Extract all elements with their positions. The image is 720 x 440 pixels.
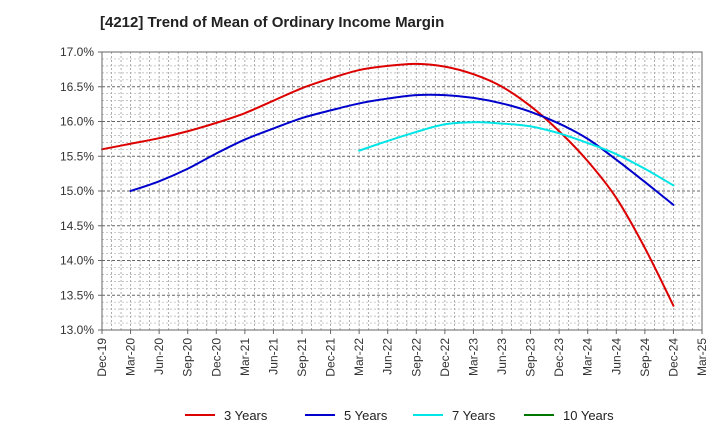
y-tick-label: 16.5% xyxy=(60,80,94,94)
series-lines xyxy=(101,62,675,307)
legend-label-3-years: 3 Years xyxy=(224,408,268,423)
x-tick-label: Dec-23 xyxy=(552,338,566,377)
legend-label-10-years: 10 Years xyxy=(563,408,614,423)
chart-title: [4212] Trend of Mean of Ordinary Income … xyxy=(100,14,445,31)
legend-label-7-years: 7 Years xyxy=(452,408,496,423)
x-tick-label: Mar-20 xyxy=(124,338,138,376)
x-tick-label: Dec-24 xyxy=(666,338,680,377)
x-tick-label: Dec-22 xyxy=(438,338,452,377)
y-tick-label: 16.0% xyxy=(60,115,94,129)
x-tick-label: Sep-23 xyxy=(524,338,538,377)
legend-label-5-years: 5 Years xyxy=(344,408,388,423)
x-tick-label: Dec-20 xyxy=(209,338,223,377)
x-axis: Dec-19 Mar-20 Jun-20 Sep-20 Dec-20 Mar-21 Jun-… xyxy=(95,330,709,377)
x-tick-label: Mar-21 xyxy=(238,338,252,376)
x-tick-label: Jun-20 xyxy=(152,338,166,375)
x-tick-label: Mar-23 xyxy=(466,338,480,376)
x-tick-label: Mar-25 xyxy=(695,338,709,376)
y-tick-label: 15.5% xyxy=(60,149,94,163)
grid-lines xyxy=(102,52,702,330)
x-tick-label: Sep-22 xyxy=(409,338,423,377)
y-tick-label: 13.0% xyxy=(60,323,94,337)
x-tick-label: Jun-22 xyxy=(381,338,395,375)
series-line-5-years xyxy=(129,93,675,206)
series-line-3-years xyxy=(101,62,675,307)
x-tick-label: Sep-24 xyxy=(638,338,652,377)
y-tick-label: 13.5% xyxy=(60,288,94,302)
x-tick-label: Jun-24 xyxy=(609,338,623,375)
series-line-7-years xyxy=(358,121,675,187)
x-tick-label: Dec-21 xyxy=(324,338,338,377)
legend: 3 Years 5 Years 7 Years 10 Years xyxy=(185,408,614,423)
x-tick-label: Mar-24 xyxy=(581,338,595,376)
y-tick-label: 14.5% xyxy=(60,219,94,233)
y-tick-label: 15.0% xyxy=(60,184,94,198)
x-tick-label: Jun-23 xyxy=(495,338,509,375)
x-tick-label: Sep-20 xyxy=(181,338,195,377)
x-tick-label: Sep-21 xyxy=(295,338,309,377)
y-axis: 13.0% 13.5% 14.0% 14.5% 15.0% 15.5% 16.0% 16.5%… xyxy=(60,45,102,337)
y-tick-label: 14.0% xyxy=(60,254,94,268)
x-tick-label: Dec-19 xyxy=(95,338,109,377)
x-tick-label: Mar-22 xyxy=(352,338,366,376)
x-tick-label: Jun-21 xyxy=(266,338,280,375)
y-tick-label: 17.0% xyxy=(60,45,94,59)
